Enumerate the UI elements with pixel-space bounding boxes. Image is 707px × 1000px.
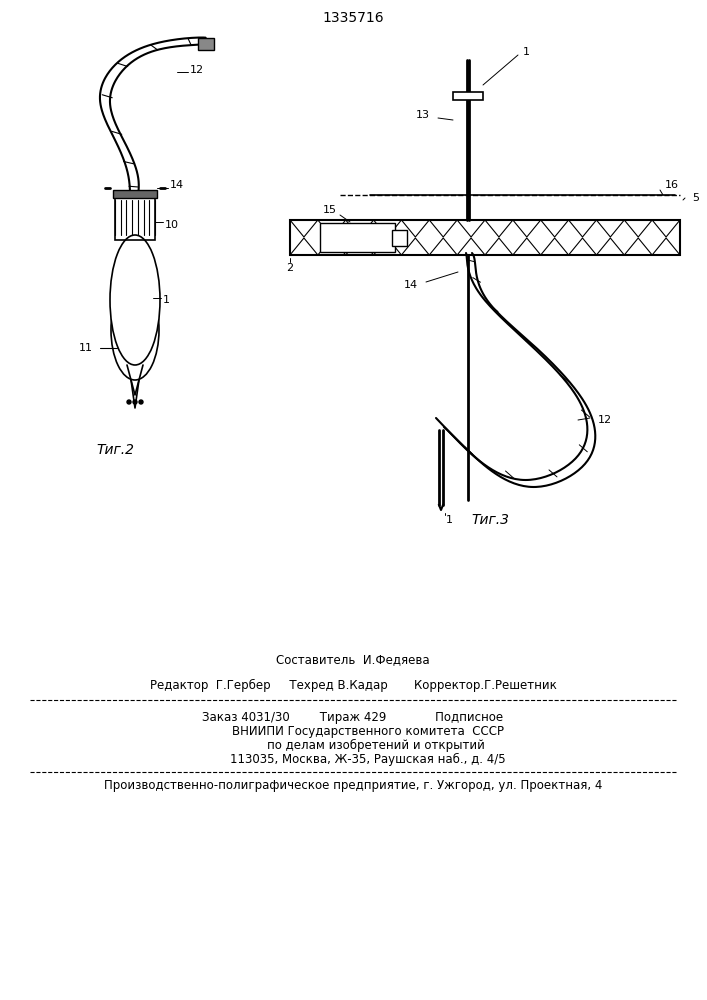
Text: Τиг.3: Τиг.3 (471, 513, 509, 527)
Text: Заказ 4031/30        Тираж 429             Подписное: Заказ 4031/30 Тираж 429 Подписное (202, 710, 503, 724)
Text: 2: 2 (286, 263, 293, 273)
Bar (290, 220, 680, 255)
Bar (453, 92, 483, 100)
Text: 1335716: 1335716 (322, 11, 384, 25)
Text: Составитель  И.Федяева: Составитель И.Федяева (276, 654, 430, 666)
Text: Производственно-полиграфическое предприятие, г. Ужгород, ул. Проектная, 4: Производственно-полиграфическое предприя… (104, 780, 602, 792)
Bar (115, 195, 155, 240)
Circle shape (139, 400, 143, 404)
Bar (392, 230, 407, 245)
Text: 1: 1 (446, 515, 453, 525)
Text: 14: 14 (404, 280, 418, 290)
Text: 5: 5 (692, 193, 699, 203)
Text: 14: 14 (170, 180, 184, 190)
Text: 113035, Москва, Ж-35, Раушская наб., д. 4/5: 113035, Москва, Ж-35, Раушская наб., д. … (200, 752, 506, 766)
Text: 1: 1 (163, 295, 170, 305)
Text: 12: 12 (598, 415, 612, 425)
Text: Τиг.2: Τиг.2 (96, 443, 134, 457)
Bar (320, 223, 395, 252)
Text: ВНИИПИ Государственного комитета  СССР: ВНИИПИ Государственного комитета СССР (202, 724, 504, 738)
Bar (113, 190, 157, 198)
Text: 11: 11 (79, 343, 93, 353)
Bar (198, 38, 214, 50)
Text: 12: 12 (190, 65, 204, 75)
Text: 16: 16 (665, 180, 679, 190)
Circle shape (127, 400, 131, 404)
Text: Редактор  Г.Гербер     Техред В.Кадар       Корректор.Г.Решетник: Редактор Г.Гербер Техред В.Кадар Коррект… (150, 678, 556, 692)
Text: 1: 1 (523, 47, 530, 57)
Text: 10: 10 (165, 220, 179, 230)
Ellipse shape (111, 280, 159, 380)
Text: 15: 15 (323, 205, 337, 215)
Circle shape (133, 400, 137, 404)
Text: по делам изобретений и открытий: по делам изобретений и открытий (221, 738, 484, 752)
Text: 13: 13 (416, 110, 430, 120)
Ellipse shape (110, 235, 160, 365)
